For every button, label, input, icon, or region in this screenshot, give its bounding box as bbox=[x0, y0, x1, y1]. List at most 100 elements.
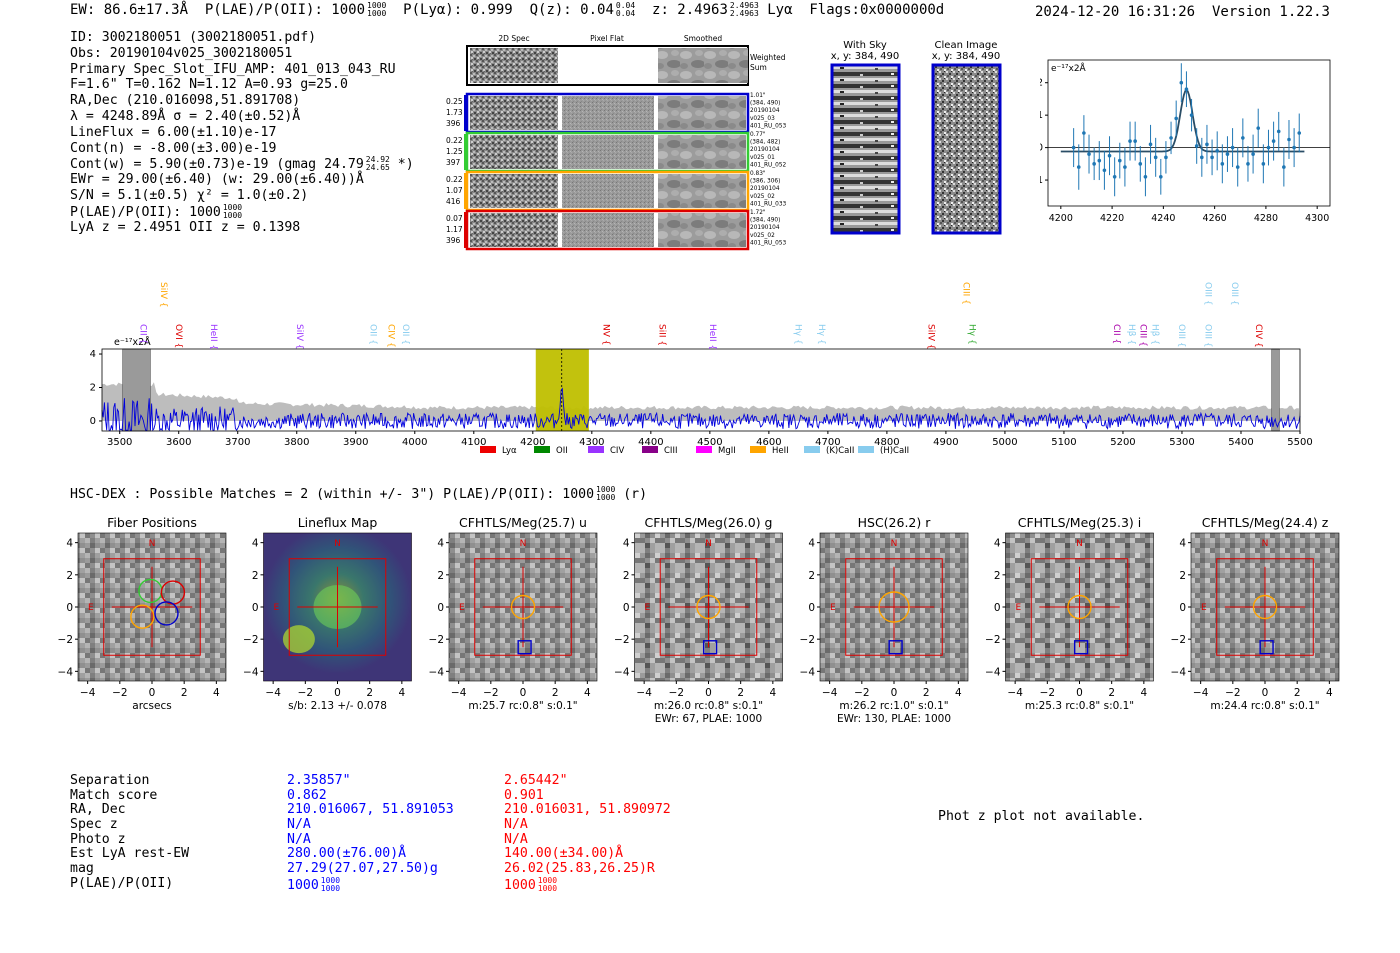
fiber-color-bar bbox=[464, 95, 467, 131]
fiber-note: 20190104 bbox=[750, 225, 780, 231]
spectrum-xtick-label: 3500 bbox=[107, 437, 132, 448]
stamp-xtick-label: 2 bbox=[1108, 687, 1115, 699]
zoom-point bbox=[1164, 155, 1168, 160]
zoom-point bbox=[1271, 139, 1276, 143]
info-fparams: F=1.6" T=0.162 N=1.12 A=0.93 g=25.0 bbox=[70, 77, 348, 93]
legend-swatch bbox=[804, 446, 820, 453]
stamp-xtick-label: 0 bbox=[334, 687, 341, 699]
legend-label: (K)CaII bbox=[826, 446, 854, 456]
spectrum-frame bbox=[101, 348, 1301, 432]
line-marker-label: OVI { bbox=[173, 324, 183, 348]
match-value: 140.00(±34.00)Å bbox=[504, 846, 624, 862]
fiber-note: 20190104 bbox=[750, 186, 780, 192]
legend-label: MgII bbox=[718, 446, 736, 456]
stamp-xtick-label: −2 bbox=[1225, 687, 1240, 699]
stamp-xtick-label: −2 bbox=[298, 687, 313, 699]
zoom-point bbox=[1292, 145, 1296, 150]
fiber-pixel-flat bbox=[562, 135, 654, 169]
stamp-title: Fiber Positions bbox=[107, 515, 197, 530]
north-label: N bbox=[520, 539, 527, 549]
fiber-stat: 1.25 bbox=[446, 147, 463, 156]
stamp-ytick-label: 0 bbox=[623, 602, 630, 614]
spectrum-xtick-label: 5300 bbox=[1169, 437, 1194, 448]
line-marker-label: HeII { bbox=[208, 324, 218, 350]
east-label: E bbox=[645, 603, 651, 613]
fiber-stat: 1.17 bbox=[446, 225, 463, 234]
north-label: N bbox=[1262, 539, 1269, 549]
cutout-col-label: 2D Spec bbox=[498, 34, 529, 43]
zoom-point bbox=[1153, 155, 1158, 160]
info-radec: RA,Dec (210.016098,51.891708) bbox=[70, 93, 301, 109]
zoom-point bbox=[1179, 80, 1184, 85]
stamp-xtick-label: −4 bbox=[265, 687, 281, 699]
zoom-point bbox=[1087, 152, 1091, 156]
stamp-sublabel: EWr: 130, PLAE: 1000 bbox=[837, 713, 951, 725]
info-lambda: λ = 4248.89Å σ = 2.40(±0.52)Å bbox=[70, 108, 301, 124]
stamp-ytick-label: 0 bbox=[808, 602, 815, 614]
line-marker-label: Hγ { bbox=[792, 324, 802, 345]
stamp-ytick-label: −4 bbox=[429, 666, 445, 678]
zoom-point bbox=[1092, 162, 1096, 166]
stamp-xtick-label: 4 bbox=[955, 687, 962, 699]
stamp-ytick-label: −2 bbox=[58, 634, 73, 646]
fiber-stat: 1.73 bbox=[446, 108, 463, 117]
zoom-point bbox=[1194, 144, 1199, 148]
zoom-point bbox=[1220, 162, 1225, 166]
aperture-circle bbox=[696, 594, 721, 620]
zoom-point bbox=[1297, 131, 1302, 135]
line-id: Lyα bbox=[767, 2, 793, 18]
fiber-pixel-flat bbox=[562, 96, 654, 130]
stamp-xtick-label: 2 bbox=[1294, 687, 1301, 699]
zoom-spectrum-chart: 4200 4220 4240 4260 4280 4300 -1 0 1 2 e⁻¹⁷x2Å bbox=[1040, 59, 1331, 224]
north-label: N bbox=[334, 539, 341, 549]
zoom-point bbox=[1159, 175, 1163, 179]
info-id: ID: 3002180051 (3002180051.pdf) bbox=[70, 30, 317, 45]
zoom-point bbox=[1215, 149, 1219, 153]
fiber-color-bar bbox=[464, 134, 467, 170]
fiber-stat: 1.07 bbox=[446, 186, 463, 195]
spectrum-xtick-label: 3600 bbox=[166, 437, 191, 448]
zoom-point bbox=[1261, 162, 1266, 166]
qz-value: Q(z): 0.04 bbox=[529, 2, 614, 18]
stamp-ytick-label: −2 bbox=[800, 634, 815, 646]
match-label: Est LyA rest-EW bbox=[70, 846, 190, 862]
summary-header: EW: 86.6±17.3Å P(LAE)/P(OII): 1000 1000 10… bbox=[70, 1, 945, 19]
spectrum-xtick-label: 4500 bbox=[697, 437, 722, 448]
stamp-ytick-label: 0 bbox=[66, 602, 73, 614]
zoom-point bbox=[1076, 165, 1081, 169]
match-box bbox=[702, 640, 718, 655]
fiber-2d-spec bbox=[470, 174, 558, 208]
line-marker-label: Hβ { bbox=[1126, 324, 1136, 345]
zoom-point bbox=[1230, 145, 1235, 150]
zoom-xtick-label: 4240 bbox=[1151, 213, 1175, 224]
line-marker-label: SiIV { bbox=[925, 324, 935, 350]
stamp-xtick-label: 2 bbox=[552, 687, 559, 699]
spectrum-ytick-label: 0 bbox=[90, 416, 96, 427]
line-marker-label: OII { bbox=[368, 324, 378, 345]
aperture-box bbox=[288, 558, 387, 656]
stamp-ytick-label: 2 bbox=[252, 570, 259, 582]
info-zline: LyA z = 2.4951 OII z = 0.1398 bbox=[70, 219, 301, 235]
cutout-col-label: Smoothed bbox=[684, 34, 723, 43]
stamp-xtick-label: −4 bbox=[80, 687, 96, 699]
spectrum-xtick-label: 5200 bbox=[1110, 437, 1135, 448]
ew-value: EW: 86.6±17.3Å bbox=[70, 2, 189, 18]
spectrum-ytick-label: 2 bbox=[90, 382, 96, 393]
zoom-point bbox=[1123, 165, 1127, 169]
aperture-circle bbox=[1252, 594, 1278, 620]
datetime: 2024-12-20 16:31:26 bbox=[1034, 4, 1196, 20]
version: Version 1.22.3 bbox=[1211, 4, 1330, 20]
fiber-note: (386, 306) bbox=[750, 179, 780, 185]
match-value: 210.016067, 51.891053 bbox=[287, 802, 454, 818]
stamp-xtick-label: 2 bbox=[181, 687, 188, 699]
fiber-smoothed bbox=[658, 213, 746, 247]
fiber-note: (384, 482) bbox=[750, 140, 780, 146]
stamp-title: CFHTLS/Meg(26.0) g bbox=[645, 515, 773, 530]
legend-swatch bbox=[750, 446, 766, 453]
match-value: 1000 1000 1000 bbox=[287, 875, 341, 893]
spectrum-xtick-label: 4700 bbox=[815, 437, 840, 448]
spectrum-xtick-label: 4400 bbox=[638, 437, 663, 448]
cutout-col-label: Pixel Flat bbox=[590, 34, 624, 43]
fiber-pixel-flat bbox=[562, 213, 654, 247]
line-marker-label: NV { bbox=[601, 324, 611, 345]
